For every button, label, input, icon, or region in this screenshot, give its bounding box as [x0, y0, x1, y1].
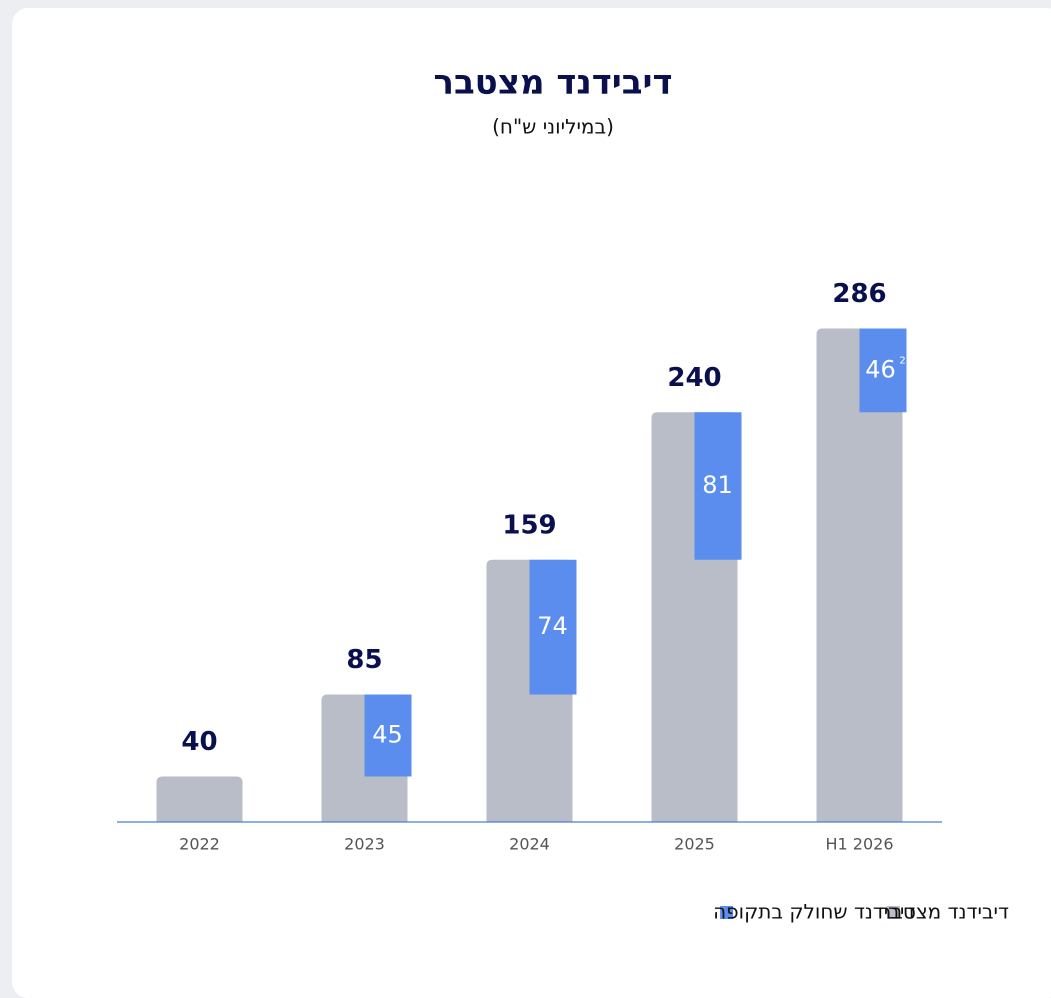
period-value-label: 74 [537, 612, 568, 640]
period-bar [694, 412, 742, 560]
bar [816, 328, 903, 822]
period-bar [529, 559, 577, 695]
footnote-mark: 2 [899, 355, 905, 366]
legend-label: דיבידנד מצטבר [880, 900, 1009, 924]
bar-value-label: 240 [667, 363, 721, 393]
period-value-label: 45 [372, 721, 403, 749]
x-tick-label: 2024 [509, 835, 550, 854]
chart-title: דיבידנד מצטבר [433, 63, 672, 103]
bar-value-label: 40 [181, 727, 217, 757]
bar-value-label: 159 [502, 510, 556, 540]
x-tick-label: 2025 [674, 835, 715, 854]
x-tick-label: 2022 [179, 835, 220, 854]
period-value-label: 46 [865, 355, 896, 383]
legend-swatch [887, 906, 900, 919]
bar-value-label: 286 [832, 279, 886, 309]
legend-label: דיבידנד שחולק בתקופה [713, 900, 915, 924]
chart-subtitle: (במיליוני ש"ח) [492, 115, 614, 139]
x-tick-label: H1 2026 [825, 835, 893, 854]
bar-value-label: 85 [346, 645, 382, 675]
bar [156, 776, 243, 822]
period-bar [859, 328, 907, 413]
legend-swatch [720, 906, 734, 919]
period-bar [364, 694, 412, 777]
period-value-label: 81 [702, 471, 733, 499]
x-tick-label: 2023 [344, 835, 385, 854]
